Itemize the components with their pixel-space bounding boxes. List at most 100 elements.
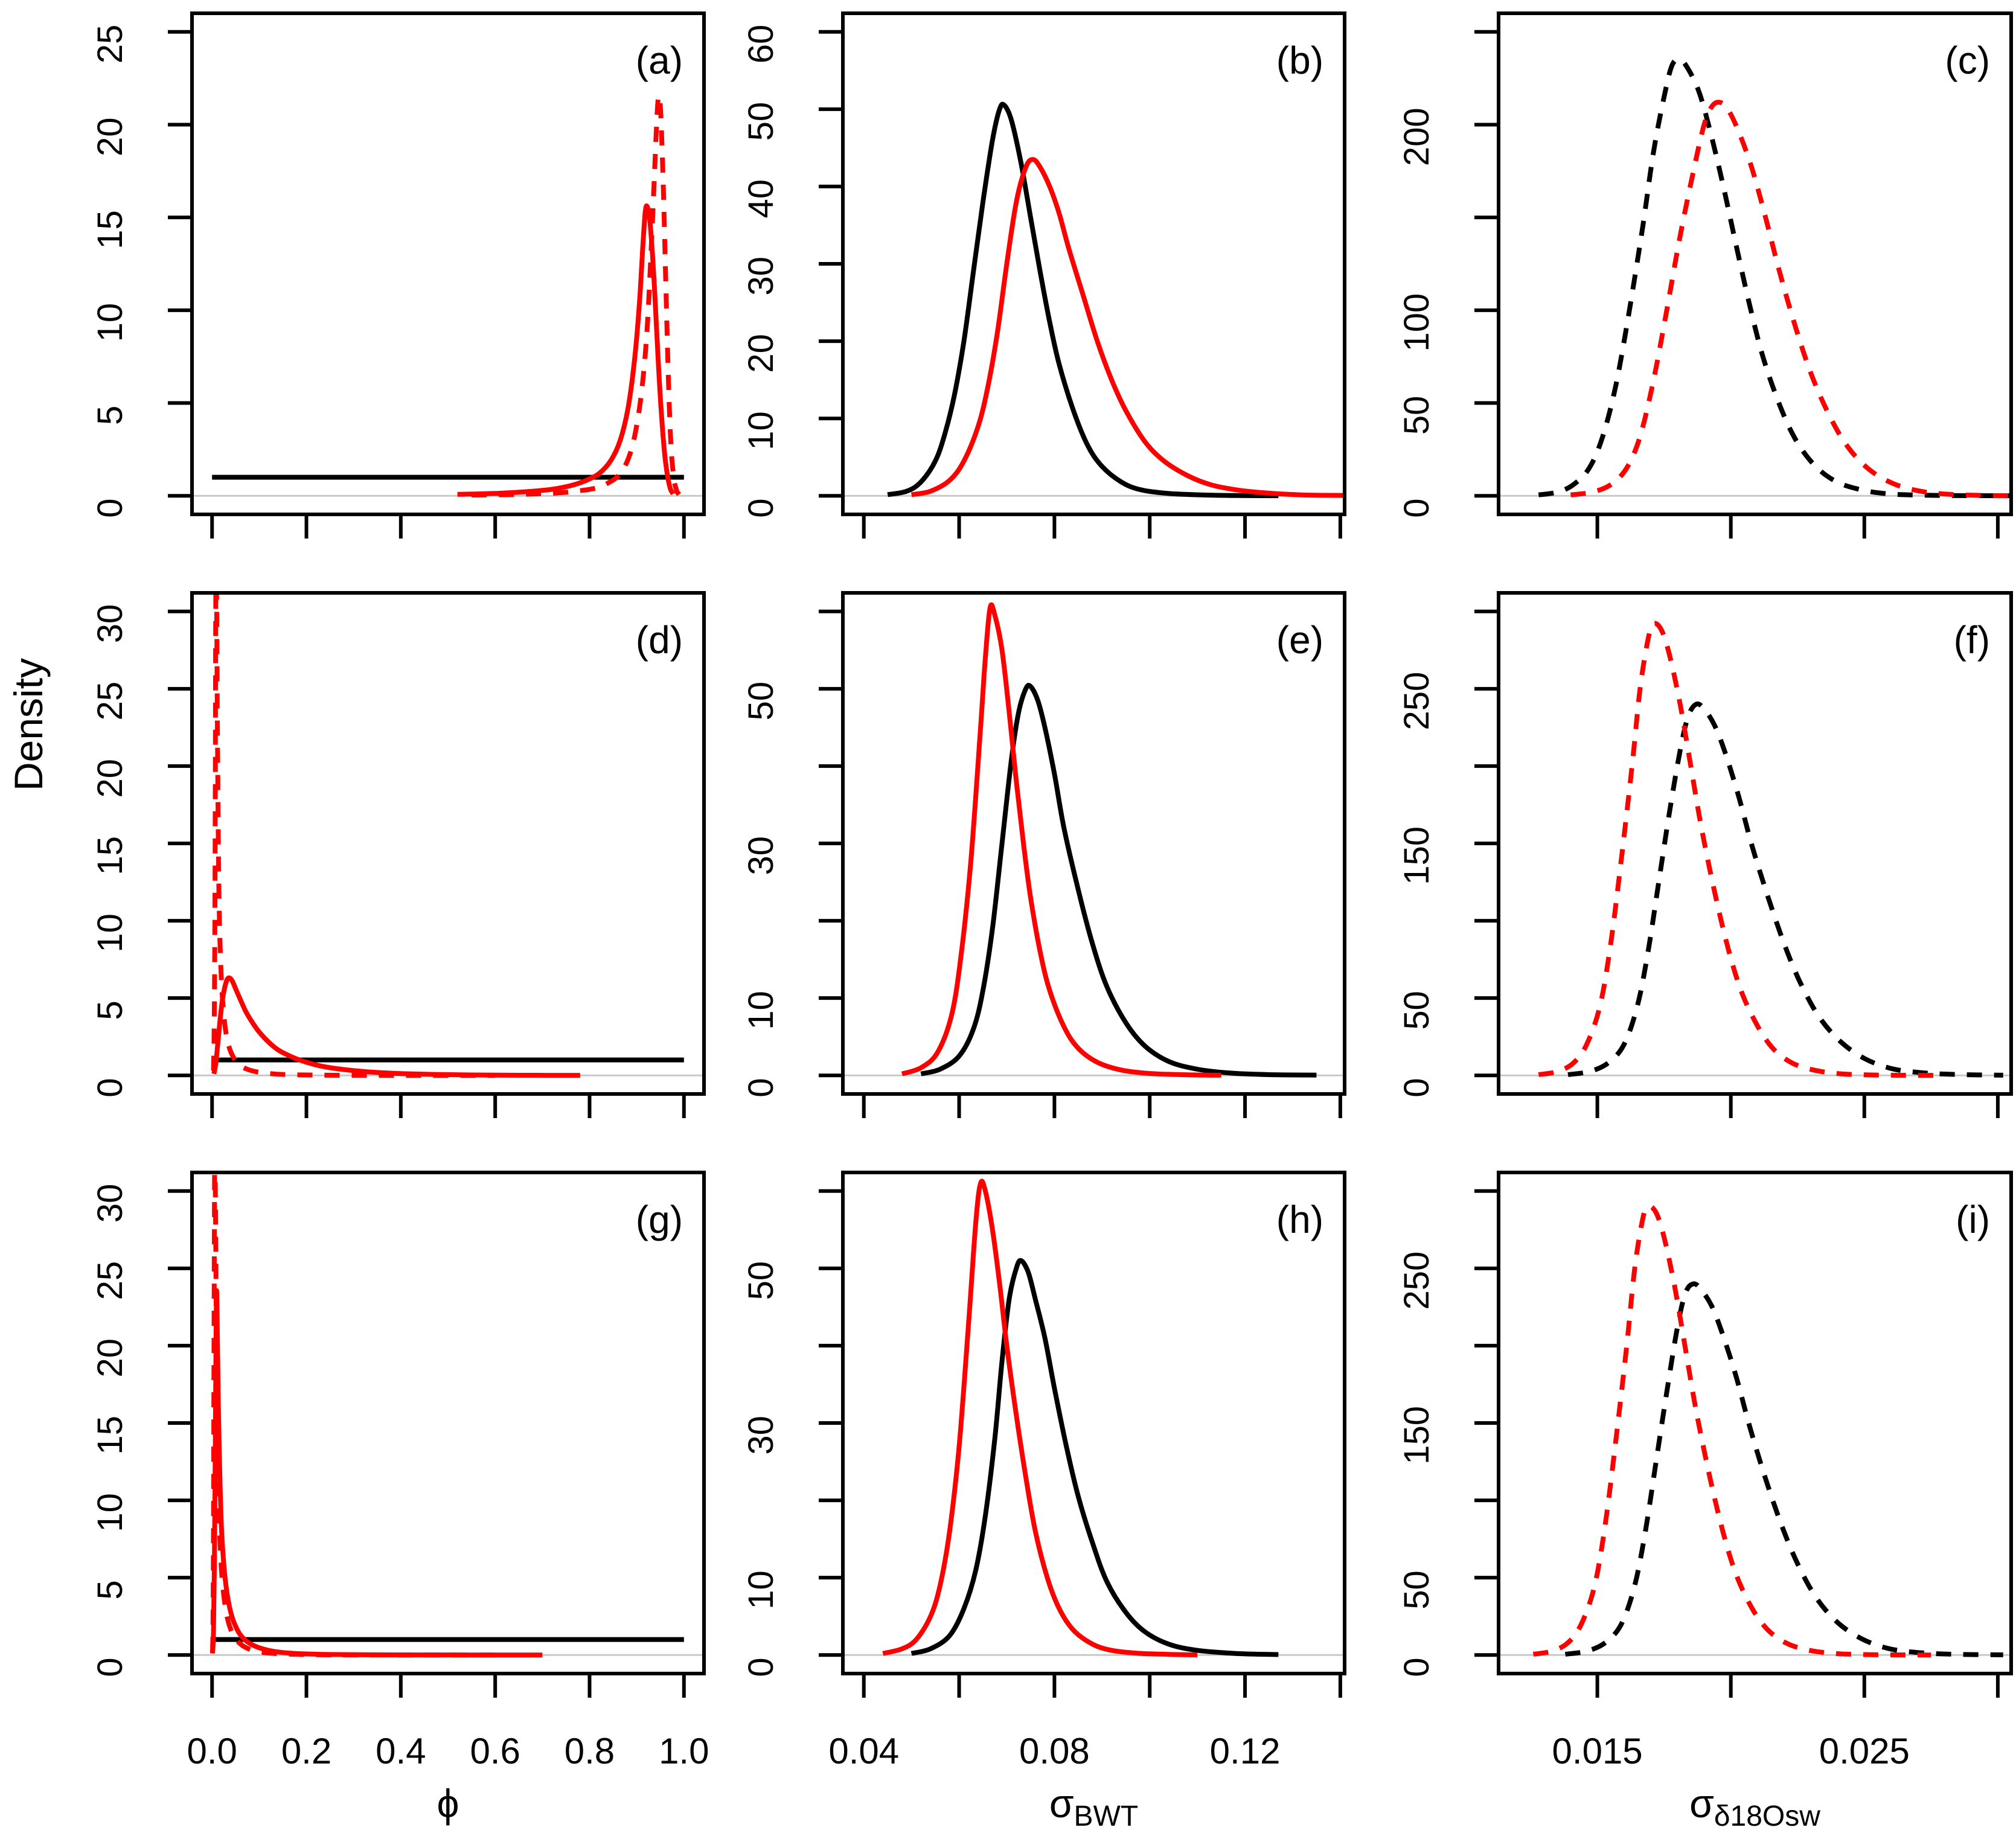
panel-g: 0 5 10 15 20 25 30 0.0 0.2 0.4 0.6 0.8 1.0 (g) (91, 1171, 709, 1771)
y-tick-label: 0 (741, 1078, 781, 1097)
y-tick-label: 0 (1397, 498, 1436, 517)
panel-a-curve-red-dashed (472, 93, 682, 497)
panel-g-y-axis: 0 5 10 15 20 25 30 (91, 1184, 192, 1677)
panel-e-tag: (e) (1276, 618, 1323, 662)
panel-c-x-axis (1595, 514, 2000, 539)
y-tick-label: 25 (91, 25, 130, 64)
panel-i-tag: (i) (1956, 1198, 1990, 1241)
panel-d-x-axis (210, 1094, 686, 1118)
x-tick-label: 0.4 (376, 1731, 426, 1771)
y-tick-label: 250 (1397, 1252, 1436, 1310)
y-tick-label: 20 (91, 759, 130, 798)
x-tick-label: 0.12 (1210, 1731, 1281, 1771)
x-tick-label: 0.6 (470, 1731, 520, 1771)
x-tick-label: 0.0 (187, 1731, 237, 1771)
y-tick-label: 0 (1397, 1657, 1436, 1677)
x-axis-label-col0: ϕ (437, 1781, 459, 1826)
y-tick-label: 20 (91, 117, 130, 156)
panel-c-curve-red-dashed (1570, 100, 2011, 498)
panel-g-curve-red-dashed (210, 1172, 496, 1658)
panel-a-curve-red-solid (457, 203, 676, 497)
panel-h-y-axis: 0 10 30 50 (741, 1189, 843, 1677)
y-tick-label: 0 (91, 1657, 130, 1677)
y-tick-label: 0 (91, 1078, 130, 1097)
panel-b-tag: (b) (1276, 39, 1323, 82)
panel-d-y-axis: 0 5 10 15 20 25 30 (91, 604, 192, 1098)
panel-b-curve-black-solid (887, 101, 1279, 499)
x-tick-label: 1.0 (659, 1731, 709, 1771)
panel-h-curve-black-solid (910, 1258, 1279, 1657)
y-tick-label: 15 (91, 1416, 130, 1455)
x-tick-label: 0.08 (1019, 1731, 1090, 1771)
y-tick-label: 30 (741, 1416, 781, 1455)
y-tick-label: 10 (741, 411, 781, 450)
panel-a-x-axis (210, 514, 686, 539)
y-axis-label: Density (6, 658, 51, 791)
panel-e-curve-red-solid (901, 602, 1221, 1078)
x-tick-label: 0.2 (281, 1731, 331, 1771)
panel-a: 0 5 10 15 20 25 (a) (91, 11, 706, 539)
y-tick-label: 5 (91, 1000, 130, 1020)
panel-i-x-axis: 0.015 0.025 (1552, 1674, 2000, 1771)
y-tick-label: 0 (1397, 1078, 1436, 1097)
y-tick-label: 30 (91, 1184, 130, 1223)
panel-h-x-axis: 0.04 0.08 0.12 (828, 1674, 1342, 1771)
x-tick-label: 0.04 (828, 1731, 899, 1771)
panel-a-y-axis: 0 5 10 15 20 25 (91, 25, 192, 518)
panel-f-y-axis: 0 50 150 250 (1397, 609, 1499, 1098)
panel-f: 0 50 150 250 (f) (1397, 591, 2013, 1118)
x-axis-label-col1: σBWT (1049, 1781, 1138, 1832)
y-tick-label: 30 (741, 257, 781, 296)
panel-i-y-axis: 0 50 150 250 (1397, 1189, 1499, 1677)
y-tick-label: 10 (91, 303, 130, 342)
panel-i-curve-red-dashed (1532, 1204, 1931, 1658)
y-tick-label: 100 (1397, 293, 1436, 352)
y-tick-label: 5 (91, 1580, 130, 1599)
panel-f-tag: (f) (1954, 618, 1990, 662)
y-tick-label: 20 (91, 1338, 130, 1378)
panel-h-curve-red-solid (882, 1178, 1198, 1657)
y-tick-label: 10 (91, 913, 130, 953)
panel-e-curve-black-solid (920, 682, 1317, 1078)
panel-g-x-axis: 0.0 0.2 0.4 0.6 0.8 1.0 (187, 1674, 709, 1771)
panel-c-y-axis: 0 50 100 200 (1397, 30, 1499, 518)
panel-i: 0 50 150 250 0.015 0.025 (i) (1397, 1171, 2013, 1771)
y-tick-label: 250 (1397, 672, 1436, 731)
y-tick-label: 50 (741, 1261, 781, 1300)
panel-d: 0 5 10 15 20 25 30 (d) (91, 591, 706, 1118)
y-tick-label: 5 (91, 406, 130, 425)
panel-c-tag: (c) (1945, 39, 1990, 82)
panel-f-x-axis (1595, 1094, 2000, 1118)
panel-c: 0 50 100 200 (c) (1397, 11, 2013, 539)
panel-b-y-axis: 0 10 20 30 40 50 60 (741, 25, 843, 518)
panel-d-curve-red-dashed (211, 593, 496, 1078)
y-tick-label: 15 (91, 210, 130, 249)
panel-h-tag: (h) (1276, 1198, 1323, 1241)
panel-b: 0 10 20 30 40 50 60 (b) (741, 11, 1346, 539)
y-tick-label: 25 (91, 1261, 130, 1300)
x-axis-label-col2: σδ18Osw (1689, 1781, 1820, 1832)
y-tick-label: 10 (741, 991, 781, 1030)
y-tick-label: 20 (741, 334, 781, 373)
y-tick-label: 50 (1397, 396, 1436, 435)
y-tick-label: 0 (741, 1657, 781, 1677)
y-tick-label: 50 (741, 682, 781, 721)
y-tick-label: 0 (91, 498, 130, 517)
y-tick-label: 0 (741, 498, 781, 517)
y-tick-label: 150 (1397, 1406, 1436, 1465)
y-tick-label: 200 (1397, 107, 1436, 166)
panel-h: 0 10 30 50 0.04 0.08 0.12 (h) (741, 1171, 1346, 1771)
y-tick-label: 10 (741, 1570, 781, 1610)
y-tick-label: 30 (91, 604, 130, 644)
panel-b-curve-red-solid (910, 157, 1345, 498)
y-tick-label: 40 (741, 179, 781, 219)
x-tick-label: 0.025 (1819, 1731, 1910, 1771)
panel-e-x-axis (862, 1094, 1342, 1118)
y-tick-label: 30 (741, 836, 781, 875)
x-tick-label: 0.8 (565, 1731, 615, 1771)
panel-b-x-axis (862, 514, 1342, 539)
panel-e: 0 10 30 50 (e) (741, 591, 1346, 1118)
